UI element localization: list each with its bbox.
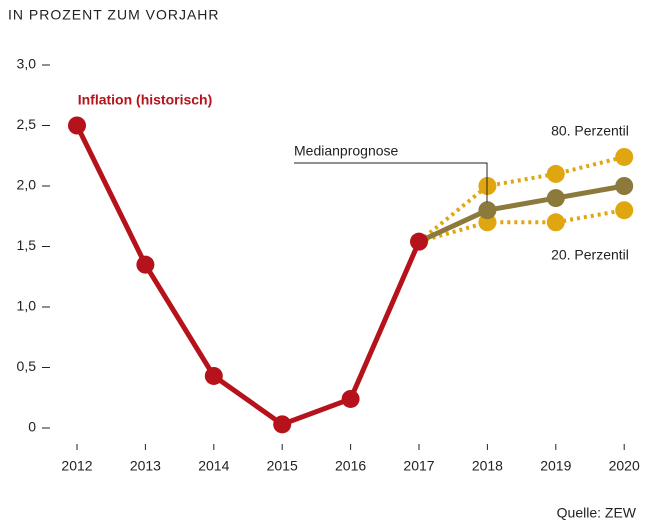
y-tick-label: 0,5 xyxy=(17,358,37,374)
marker xyxy=(273,415,292,434)
marker xyxy=(68,116,86,135)
y-tick-label: 1,0 xyxy=(17,298,37,314)
x-tick-label: 2016 xyxy=(335,458,366,474)
x-tick-label: 2018 xyxy=(472,458,503,474)
series-label: 20. Perzentil xyxy=(551,247,629,263)
marker xyxy=(615,147,634,166)
x-tick-label: 2017 xyxy=(403,458,434,474)
x-tick-label: 2013 xyxy=(130,458,161,474)
marker xyxy=(478,201,497,220)
series-line xyxy=(417,155,625,244)
marker xyxy=(546,213,565,232)
x-tick-label: 2014 xyxy=(198,458,229,474)
marker xyxy=(410,232,428,251)
x-tick-label: 2019 xyxy=(540,458,571,474)
marker xyxy=(615,201,634,220)
marker xyxy=(204,366,223,385)
source: Quelle: ZEW xyxy=(557,505,637,521)
chart-title: IN PROZENT ZUM VORJAHR xyxy=(8,7,220,23)
series-label: 80. Perzentil xyxy=(551,123,629,139)
series-label: Medianprognose xyxy=(294,143,399,159)
y-tick-label: 2,5 xyxy=(17,116,37,132)
leader-line xyxy=(294,162,488,203)
marker xyxy=(615,177,634,195)
marker xyxy=(546,164,565,183)
marker xyxy=(341,389,360,408)
series-label: Inflation (historisch) xyxy=(78,92,213,108)
y-tick-label: 3,0 xyxy=(17,56,37,72)
x-tick-label: 2012 xyxy=(61,458,92,474)
y-tick-label: 0 xyxy=(28,419,36,435)
series-line xyxy=(417,183,625,244)
marker xyxy=(136,255,155,274)
marker xyxy=(546,189,565,208)
series-line xyxy=(418,208,625,244)
x-tick-label: 2015 xyxy=(267,458,298,474)
x-tick-label: 2020 xyxy=(609,458,640,474)
y-tick-label: 1,5 xyxy=(17,237,37,253)
series-line xyxy=(74,124,422,428)
y-tick-label: 2,0 xyxy=(17,177,37,193)
